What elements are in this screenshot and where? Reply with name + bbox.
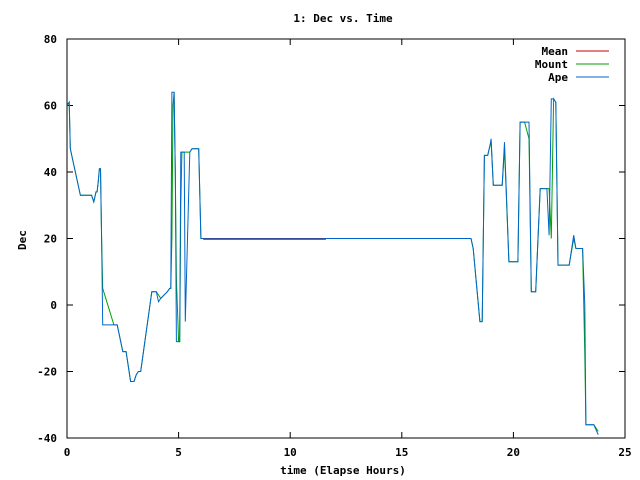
axis-tick-labels: 0 5 10 15 20 25 -40 -20 0 20 40 60 80	[37, 33, 632, 459]
y-tick-label-0: -40	[37, 432, 57, 445]
series-lines	[66, 91, 599, 435]
x-axis-label: time (Elapse Hours)	[280, 464, 406, 477]
x-tick-label-3: 15	[395, 446, 408, 459]
series-line-mount	[66, 92, 599, 432]
legend-label-mount: Mount	[535, 58, 568, 71]
x-tick-label-5: 25	[618, 446, 631, 459]
y-tick-label-4: 40	[44, 166, 57, 179]
axis-ticks	[66, 38, 626, 439]
x-tick-label-2: 10	[284, 446, 297, 459]
y-tick-label-5: 60	[44, 100, 57, 113]
y-tick-label-1: -20	[37, 366, 57, 379]
x-tick-label-1: 5	[175, 446, 182, 459]
legend-label-mean: Mean	[542, 45, 569, 58]
y-tick-label-2: 0	[50, 299, 57, 312]
x-tick-label-0: 0	[64, 446, 71, 459]
legend-label-ape: Ape	[548, 71, 568, 84]
y-axis-label: Dec	[16, 230, 29, 250]
x-tick-label-4: 20	[507, 446, 520, 459]
chart-title: 1: Dec vs. Time	[293, 12, 393, 25]
series-line-ape	[66, 91, 599, 435]
y-tick-label-6: 80	[44, 33, 57, 46]
y-tick-label-3: 20	[44, 233, 57, 246]
